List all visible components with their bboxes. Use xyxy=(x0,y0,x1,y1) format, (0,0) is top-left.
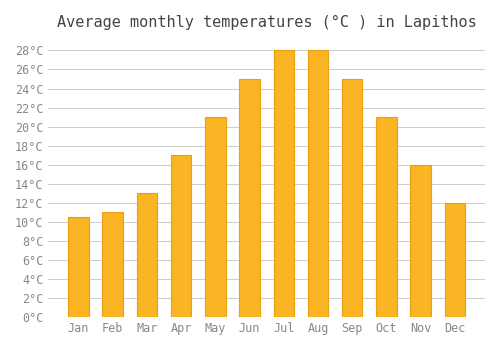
Bar xyxy=(205,117,226,317)
Bar xyxy=(102,212,123,317)
Title: Average monthly temperatures (°C ) in Lapithos: Average monthly temperatures (°C ) in La… xyxy=(57,15,476,30)
Bar xyxy=(444,203,465,317)
Bar xyxy=(410,165,431,317)
Bar xyxy=(274,50,294,317)
Bar xyxy=(342,79,362,317)
Bar xyxy=(240,79,260,317)
Bar xyxy=(376,117,396,317)
Bar xyxy=(171,155,192,317)
Bar xyxy=(136,193,157,317)
Bar xyxy=(308,50,328,317)
Bar xyxy=(68,217,88,317)
